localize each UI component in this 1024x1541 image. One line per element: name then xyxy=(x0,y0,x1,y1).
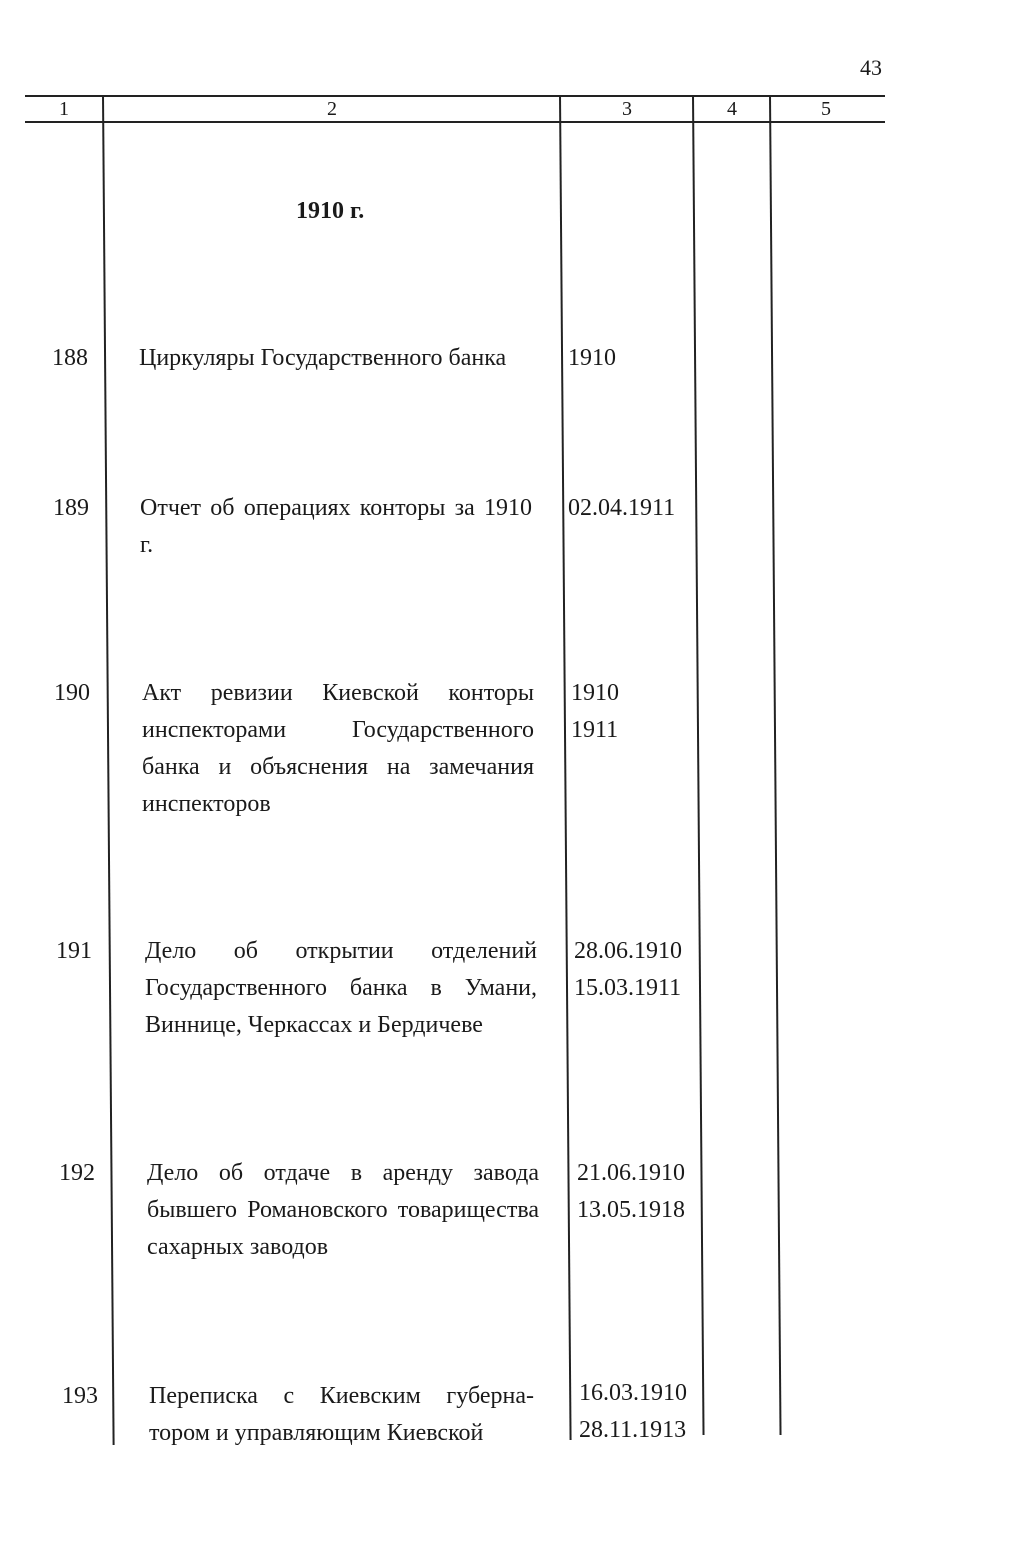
row-dates: 16.03.1910 28.11.1913 xyxy=(579,1375,699,1449)
row-title: Переписка с Киевским губерна-тором и упр… xyxy=(149,1383,534,1446)
column-header-4: 4 xyxy=(727,98,737,120)
section-heading: 1910 г. xyxy=(296,198,365,224)
date: 16.03.1910 xyxy=(579,1380,687,1406)
column-divider xyxy=(769,94,782,1435)
date: 21.06.1910 xyxy=(577,1160,685,1186)
date: 15.03.1911 xyxy=(574,975,682,1001)
row-number: 193 xyxy=(62,1383,98,1409)
date: 1911 xyxy=(571,717,619,743)
date: 13.05.1918 xyxy=(577,1197,685,1223)
header-bottom-rule xyxy=(25,121,885,123)
row-number: 189 xyxy=(53,495,89,521)
column-header-3: 3 xyxy=(622,98,632,120)
row-number: 188 xyxy=(52,345,88,371)
date: 1910 xyxy=(571,680,619,706)
column-divider xyxy=(102,94,115,1445)
column-header-2: 2 xyxy=(327,98,337,120)
table-top-rule xyxy=(25,95,885,97)
column-divider xyxy=(692,94,705,1435)
row-dates: 02.04.1911 xyxy=(568,490,688,527)
row-dates: 1910 xyxy=(568,340,688,377)
row-title: Дело об отдаче в аренду завода бывшего Р… xyxy=(147,1160,539,1260)
row-dates: 28.06.1910 15.03.1911 xyxy=(574,933,694,1007)
row-number: 192 xyxy=(59,1160,95,1186)
row-dates: 1910 1911 xyxy=(571,675,691,749)
date: 02.04.1911 xyxy=(568,495,676,521)
page-number: 43 xyxy=(860,55,882,80)
date: 1910 xyxy=(568,345,616,371)
date: 28.11.1913 xyxy=(579,1417,687,1443)
row-title: Дело об открытии отделений Государственн… xyxy=(145,938,537,1038)
row-number: 190 xyxy=(54,680,90,706)
row-title: Циркуляры Государственного банка xyxy=(139,345,507,371)
column-divider xyxy=(559,94,572,1440)
row-title: Отчет об операциях конторы за 1910 г. xyxy=(140,495,532,558)
date: 28.06.1910 xyxy=(574,938,682,964)
column-header-1: 1 xyxy=(59,98,69,120)
column-header-5: 5 xyxy=(821,98,831,120)
row-number: 191 xyxy=(56,938,92,964)
row-dates: 21.06.1910 13.05.1918 xyxy=(577,1155,697,1229)
row-title: Акт ревизии Киевской конторы инспекторам… xyxy=(142,680,534,817)
